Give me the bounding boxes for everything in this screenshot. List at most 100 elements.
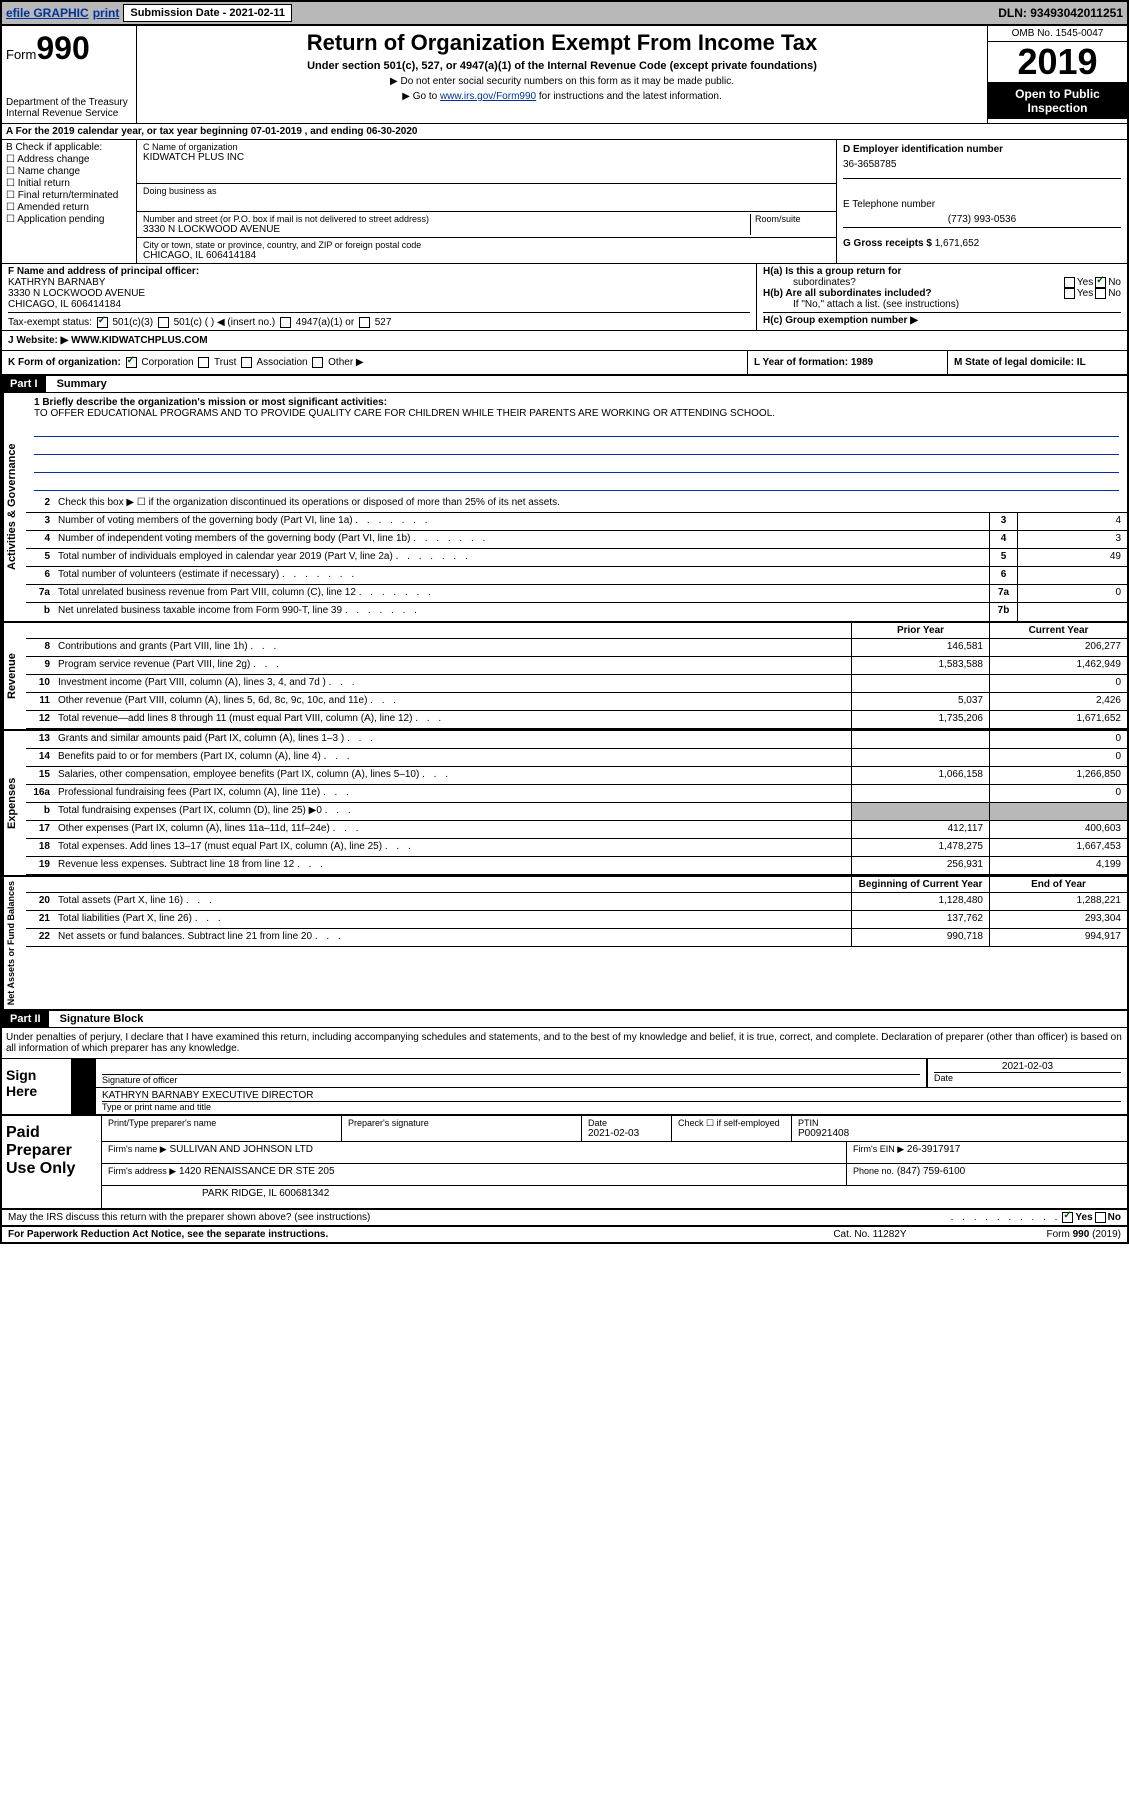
netassets-section: Net Assets or Fund Balances Beginning of… xyxy=(2,877,1127,1011)
org-city: CHICAGO, IL 606414184 xyxy=(143,250,830,261)
print-link[interactable]: print xyxy=(93,6,120,20)
chk-other[interactable] xyxy=(312,357,323,368)
summary-line: 7a Total unrelated business revenue from… xyxy=(26,585,1127,603)
data-line: 14 Benefits paid to or for members (Part… xyxy=(26,749,1127,767)
name-label: Type or print name and title xyxy=(102,1101,1121,1112)
ha-yes[interactable] xyxy=(1064,277,1075,288)
officer-name: KATHRYN BARNABY xyxy=(8,277,750,288)
submission-date: Submission Date - 2021-02-11 xyxy=(123,4,292,22)
data-line: 15 Salaries, other compensation, employe… xyxy=(26,767,1127,785)
note1: ▶ Do not enter social security numbers o… xyxy=(141,76,983,87)
summary-line: 5 Total number of individuals employed i… xyxy=(26,549,1127,567)
form-footer: Form 990 (2019) xyxy=(1047,1229,1121,1240)
discuss-no[interactable] xyxy=(1095,1212,1106,1223)
side-rev: Revenue xyxy=(2,623,26,729)
topbar: efile GRAPHIC print Submission Date - 20… xyxy=(2,2,1127,26)
data-line: 16a Professional fundraising fees (Part … xyxy=(26,785,1127,803)
form-subtitle: Under section 501(c), 527, or 4947(a)(1)… xyxy=(141,60,983,72)
dba-label: Doing business as xyxy=(143,186,830,196)
chk-address[interactable]: ☐ Address change xyxy=(6,154,132,165)
chk-assoc[interactable] xyxy=(241,357,252,368)
org-addr: 3330 N LOCKWOOD AVENUE xyxy=(143,224,750,235)
line2: Check this box ▶ ☐ if the organization d… xyxy=(54,495,1127,512)
tax-status-label: Tax-exempt status: xyxy=(8,317,92,328)
chk-501c[interactable] xyxy=(158,317,169,328)
prep-sig-label: Preparer's signature xyxy=(342,1116,582,1141)
part2-header: Part II Signature Block xyxy=(2,1011,1127,1028)
sign-here: Sign Here Signature of officer 2021-02-0… xyxy=(2,1059,1127,1116)
chk-trust[interactable] xyxy=(198,357,209,368)
data-line: b Total fundraising expenses (Part IX, c… xyxy=(26,803,1127,821)
discuss-row: May the IRS discuss this return with the… xyxy=(2,1210,1127,1227)
data-line: 21 Total liabilities (Part X, line 26) .… xyxy=(26,911,1127,929)
website-label: J Website: ▶ xyxy=(8,335,68,346)
sig-arrow2-icon xyxy=(72,1088,96,1114)
part2-hdr: Part II xyxy=(2,1011,49,1027)
col-c: C Name of organization KIDWATCH PLUS INC… xyxy=(137,140,837,263)
gross-label: G Gross receipts $ xyxy=(843,238,932,249)
na-py-hdr: Beginning of Current Year xyxy=(851,877,989,892)
data-line: 19 Revenue less expenses. Subtract line … xyxy=(26,857,1127,875)
sig-arrow-icon xyxy=(72,1059,96,1087)
section-bcd: B Check if applicable: ☐ Address change … xyxy=(2,140,1127,264)
form-page: efile GRAPHIC print Submission Date - 20… xyxy=(0,0,1129,1244)
summary-line: 4 Number of independent voting members o… xyxy=(26,531,1127,549)
k-right: M State of legal domicile: IL xyxy=(947,351,1127,374)
prep-name-label: Print/Type preparer's name xyxy=(102,1116,342,1141)
phone-label: E Telephone number xyxy=(843,197,1121,212)
chk-pending[interactable]: ☐ Application pending xyxy=(6,214,132,225)
data-line: 9 Program service revenue (Part VIII, li… xyxy=(26,657,1127,675)
na-cy-hdr: End of Year xyxy=(989,877,1127,892)
discuss-text: May the IRS discuss this return with the… xyxy=(8,1212,951,1223)
hb-yes[interactable] xyxy=(1064,288,1075,299)
cat-no: Cat. No. 11282Y xyxy=(833,1229,906,1240)
header-right: OMB No. 1545-0047 2019 Open to Public In… xyxy=(987,26,1127,123)
form990-link[interactable]: www.irs.gov/Form990 xyxy=(440,91,536,102)
officer-addr2: CHICAGO, IL 606414184 xyxy=(8,299,750,310)
ha-no[interactable] xyxy=(1095,277,1106,288)
sign-here-label: Sign Here xyxy=(2,1059,72,1114)
header: Form990 Department of the Treasury Inter… xyxy=(2,26,1127,124)
period: A For the 2019 calendar year, or tax yea… xyxy=(2,124,1127,140)
data-line: 12 Total revenue—add lines 8 through 11 … xyxy=(26,711,1127,729)
chk-initial[interactable]: ☐ Initial return xyxy=(6,178,132,189)
hb-no[interactable] xyxy=(1095,288,1106,299)
data-line: 18 Total expenses. Add lines 13–17 (must… xyxy=(26,839,1127,857)
part1-header: Part I Summary xyxy=(2,376,1127,393)
part1-title: Summary xyxy=(49,376,115,392)
city-label: City or town, state or province, country… xyxy=(143,240,830,250)
activities-governance: Activities & Governance 1 Briefly descri… xyxy=(2,393,1127,623)
discuss-yes[interactable] xyxy=(1062,1212,1073,1223)
room-label: Room/suite xyxy=(750,214,830,235)
chk-501c3[interactable] xyxy=(97,317,108,328)
website-url: WWW.KIDWATCHPLUS.COM xyxy=(71,335,207,346)
note2: ▶ Go to www.irs.gov/Form990 for instruct… xyxy=(141,91,983,102)
data-line: 22 Net assets or fund balances. Subtract… xyxy=(26,929,1127,947)
officer-addr1: 3330 N LOCKWOOD AVENUE xyxy=(8,288,750,299)
ha: H(a) Is this a group return for xyxy=(763,266,901,277)
chk-527[interactable] xyxy=(359,317,370,328)
chk-4947[interactable] xyxy=(280,317,291,328)
hb-note: If "No," attach a list. (see instruction… xyxy=(763,299,1121,310)
side-na: Net Assets or Fund Balances xyxy=(2,877,26,1009)
col-f: F Name and address of principal officer:… xyxy=(2,264,757,330)
officer-sig-name: KATHRYN BARNABY EXECUTIVE DIRECTOR xyxy=(102,1090,1121,1101)
paperwork: For Paperwork Reduction Act Notice, see … xyxy=(8,1229,833,1240)
phone: (773) 993-0536 xyxy=(843,212,1121,228)
chk-corp[interactable] xyxy=(126,357,137,368)
addr-label: Number and street (or P.O. box if mail i… xyxy=(143,214,750,224)
sig-date: 2021-02-03 xyxy=(934,1061,1121,1072)
line1-label: 1 Briefly describe the organization's mi… xyxy=(34,397,387,408)
hc: H(c) Group exemption number ▶ xyxy=(763,315,918,326)
sig-declaration: Under penalties of perjury, I declare th… xyxy=(2,1028,1127,1059)
chk-name[interactable]: ☐ Name change xyxy=(6,166,132,177)
chk-final[interactable]: ☐ Final return/terminated xyxy=(6,190,132,201)
chk-amended[interactable]: ☐ Amended return xyxy=(6,202,132,213)
data-line: 13 Grants and similar amounts paid (Part… xyxy=(26,731,1127,749)
form-number: 990 xyxy=(36,30,89,66)
efile-link[interactable]: efile GRAPHIC xyxy=(6,6,89,20)
part2-title: Signature Block xyxy=(52,1011,152,1027)
col-b: B Check if applicable: ☐ Address change … xyxy=(2,140,137,263)
mission-text: TO OFFER EDUCATIONAL PROGRAMS AND TO PRO… xyxy=(34,408,1119,419)
col-d: D Employer identification number 36-3658… xyxy=(837,140,1127,263)
